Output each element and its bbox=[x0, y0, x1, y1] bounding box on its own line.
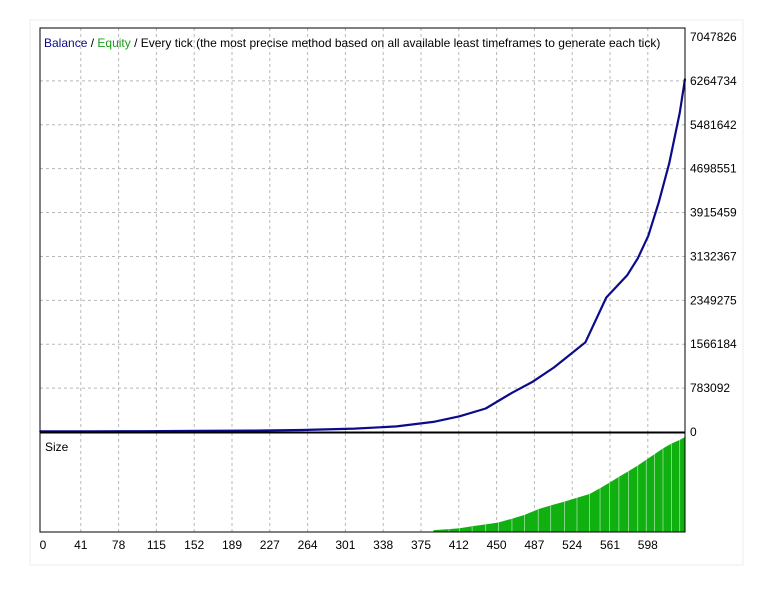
x-tick-label: 412 bbox=[449, 538, 469, 552]
balance-point bbox=[563, 358, 566, 360]
y-tick-label: 3915459 bbox=[690, 206, 737, 220]
balance-point bbox=[678, 111, 681, 114]
size-bars bbox=[432, 437, 686, 532]
balance-point bbox=[647, 235, 650, 237]
x-tick-label: 487 bbox=[524, 538, 544, 552]
balance-point bbox=[395, 425, 398, 428]
x-tick-label: 78 bbox=[112, 538, 126, 552]
balance-point bbox=[637, 257, 639, 260]
balance-point bbox=[196, 430, 199, 432]
balance-point bbox=[511, 391, 513, 394]
title-rest: / Every tick (the most precise method ba… bbox=[131, 36, 661, 50]
balance-point bbox=[584, 341, 587, 344]
y-tick-label: 5481642 bbox=[690, 118, 737, 132]
y-tick-label: 7047826 bbox=[690, 30, 737, 44]
x-tick-label: 375 bbox=[411, 538, 431, 552]
x-tick-label: 115 bbox=[147, 538, 166, 552]
x-tick-label: 561 bbox=[600, 538, 620, 552]
x-tick-label: 338 bbox=[373, 538, 393, 552]
x-tick-label: 152 bbox=[184, 538, 204, 552]
balance-point bbox=[458, 415, 461, 418]
y-axis-labels: 0 783092 1566184 2349275 3132367 3915459 46985… bbox=[690, 30, 737, 439]
balance-point bbox=[353, 427, 356, 430]
balance-point bbox=[668, 162, 671, 164]
size-panel-title: Size bbox=[45, 440, 69, 454]
balance-point bbox=[553, 366, 555, 369]
main-plot-frame bbox=[39, 27, 686, 433]
balance-point bbox=[301, 429, 303, 431]
balance-point bbox=[532, 380, 534, 383]
main-grid bbox=[40, 28, 685, 432]
legend-equity: Equity bbox=[97, 36, 130, 50]
x-tick-label: 189 bbox=[222, 538, 242, 552]
y-tick-label: 4698551 bbox=[690, 162, 737, 176]
x-tick-label: 0 bbox=[40, 538, 47, 552]
balance-point bbox=[657, 201, 660, 204]
balance-point bbox=[248, 429, 251, 432]
size-area bbox=[433, 437, 685, 532]
x-tick-label: 598 bbox=[638, 538, 658, 552]
balance-point bbox=[626, 274, 629, 276]
y-tick-label: 2349275 bbox=[690, 293, 737, 307]
legend-sep: / bbox=[87, 36, 97, 50]
x-tick-label: 450 bbox=[487, 538, 507, 552]
balance-point bbox=[432, 421, 435, 423]
y-tick-label: 3132367 bbox=[690, 249, 737, 263]
y-tick-label: 6264734 bbox=[690, 74, 737, 88]
x-axis-labels: 0 41 78 115 152 189 227 264 301 338 375 412 450 487 52… bbox=[40, 538, 658, 552]
chart-title: Balance / Equity / Every tick (the most … bbox=[44, 36, 660, 50]
x-tick-label: 41 bbox=[74, 538, 88, 552]
y-tick-label: 0 bbox=[690, 425, 697, 439]
x-tick-label: 524 bbox=[562, 538, 582, 552]
x-tick-label: 227 bbox=[260, 538, 280, 552]
x-tick-label: 301 bbox=[335, 538, 355, 552]
balance-line bbox=[39, 78, 687, 433]
balance-point bbox=[605, 296, 608, 299]
balance-point bbox=[484, 407, 487, 410]
legend-balance: Balance bbox=[44, 36, 88, 50]
size-plot-frame bbox=[39, 432, 686, 533]
y-tick-label: 783092 bbox=[690, 381, 730, 395]
x-tick-label: 264 bbox=[298, 538, 318, 552]
y-tick-label: 1566184 bbox=[690, 337, 737, 351]
